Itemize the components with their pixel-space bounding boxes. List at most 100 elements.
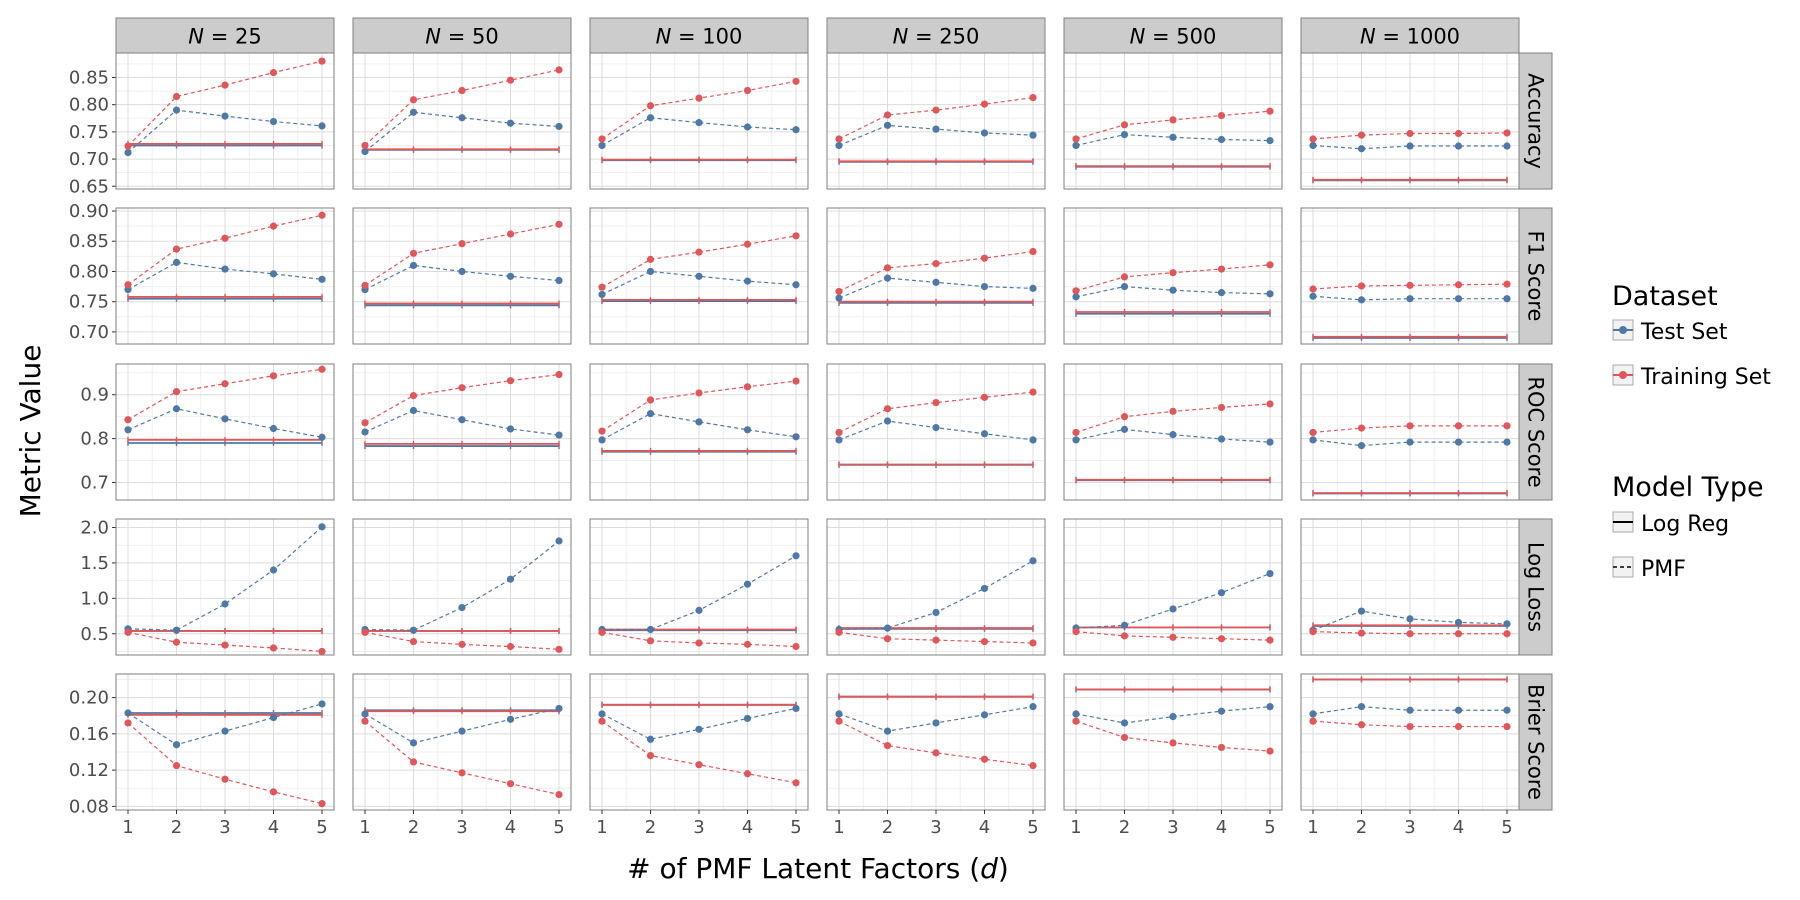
facet-panel (826, 52, 1046, 190)
pmf-train-point (980, 393, 989, 401)
pmf-test-point (743, 123, 752, 131)
pmf-train-point (835, 717, 843, 725)
pmf-train-point (458, 384, 466, 392)
pmf-test-point (221, 727, 229, 735)
pmf-train-point (269, 788, 278, 796)
pmf-test-point (1406, 706, 1414, 714)
pmf-test-point (361, 710, 369, 718)
column-strip-value: = 50 (441, 25, 499, 49)
x-tick-label: 3 (693, 817, 704, 838)
panel-border (826, 52, 1046, 190)
pmf-train-point (124, 628, 132, 636)
panel-border (115, 363, 335, 501)
pmf-test-point (743, 714, 752, 723)
pmf-test-point (269, 566, 278, 574)
pmf-train-point (932, 399, 940, 407)
pmf-test-point (598, 141, 606, 150)
pmf-train-point (1406, 722, 1414, 731)
x-tick-label: 2 (882, 817, 893, 838)
facet-panel (826, 518, 1046, 656)
facet-panel (1063, 52, 1283, 190)
pmf-train-line (1075, 631, 1271, 641)
pmf-test-point (695, 606, 703, 614)
pmf-test-point (646, 267, 655, 276)
pmf-test-point (695, 272, 703, 280)
pmf-test-point (1357, 442, 1366, 450)
pmf-test-point (980, 282, 989, 291)
pmf-train-point (835, 287, 843, 296)
column-strip-bg (589, 17, 809, 54)
pmf-test-point (221, 415, 229, 423)
pmf-train-point (124, 416, 132, 424)
pmf-train-point (1266, 400, 1274, 408)
facet-panel (115, 518, 335, 656)
facet-panel (589, 363, 809, 501)
pmf-test-point (458, 603, 466, 612)
legend-test-label: Test Set (1640, 320, 1728, 345)
pmf-train-point (1357, 424, 1366, 432)
pmf-train-point (1169, 739, 1177, 747)
pmf-train-point (932, 260, 940, 268)
pmf-train-point (172, 245, 181, 253)
pmf-test-line (601, 707, 797, 740)
column-strip-value: = 100 (671, 25, 742, 49)
panel-border (589, 363, 809, 501)
pmf-train-point (409, 96, 418, 104)
pmf-test-point (318, 122, 326, 130)
pmf-train-point (792, 232, 800, 240)
pmf-test-point (883, 727, 892, 735)
x-tick-label: 4 (1453, 817, 1464, 838)
pmf-test-point (1169, 713, 1177, 721)
pmf-train-point (361, 717, 369, 725)
pmf-train-point (409, 758, 418, 766)
pmf-train-point (361, 141, 369, 150)
pmf-train-point (695, 389, 703, 397)
pmf-test-point (1072, 436, 1080, 444)
pmf-train-line (1312, 132, 1508, 140)
pmf-train-point (506, 780, 515, 788)
pmf-test-line (601, 270, 797, 295)
pmf-train-point (1217, 743, 1226, 752)
pmf-test-point (1029, 557, 1037, 565)
pmf-test-point (124, 709, 132, 717)
pmf-train-point (269, 372, 278, 380)
pmf-test-point (1503, 142, 1511, 150)
pmf-test-point (555, 276, 563, 285)
pmf-test-point (172, 626, 181, 634)
column-strip: N = 1000 (1300, 17, 1520, 54)
legend-key-pmf: PMF (1612, 556, 1686, 582)
pmf-train-point (646, 255, 655, 263)
pmf-test-point (1406, 295, 1414, 303)
column-strip-variable: N (1360, 25, 1376, 49)
pmf-test-point (1120, 621, 1129, 629)
pmf-train-point (172, 388, 181, 396)
pmf-train-point (124, 281, 132, 289)
pmf-train-point (318, 800, 326, 808)
pmf-test-point (361, 147, 369, 156)
y-tick-label: 0.5 (80, 624, 109, 645)
facet-panel (1063, 207, 1283, 345)
pmf-train-point (1406, 129, 1414, 138)
pmf-train-point (598, 283, 606, 291)
x-tick-label: 5 (1264, 817, 1275, 838)
pmf-test-point (1309, 710, 1317, 718)
pmf-train-point (361, 419, 369, 427)
pmf-train-point (1406, 630, 1414, 638)
pmf-train-point (458, 640, 466, 648)
pmf-train-point (1503, 280, 1511, 288)
facet-panel (115, 673, 335, 811)
pmf-test-point (883, 121, 892, 129)
pmf-test-point (883, 274, 892, 282)
legend-key-training-set: Training Set (1612, 364, 1771, 390)
pmf-test-point (506, 272, 515, 280)
pmf-test-point (409, 406, 418, 415)
pmf-train-point (1120, 733, 1129, 742)
x-tick-label: 5 (316, 817, 327, 838)
pmf-train-point (792, 779, 800, 787)
y-tick-label: 0.9 (80, 385, 109, 406)
pmf-test-point (695, 119, 703, 127)
pmf-train-point (555, 220, 563, 228)
column-strip-value: = 25 (204, 25, 262, 49)
pmf-test-line (364, 409, 560, 436)
pmf-train-point (269, 222, 278, 230)
